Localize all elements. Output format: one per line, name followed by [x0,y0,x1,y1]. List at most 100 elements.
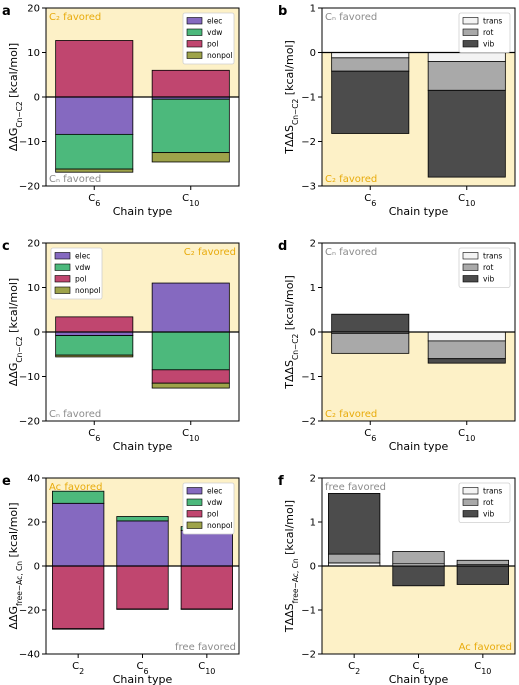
legend-swatch-nonpol [186,51,203,59]
bar-vib-c10 [456,565,509,585]
x-axis-title: Chain type [113,440,173,453]
x-axis-title: Chain type [389,673,449,685]
y-tick-label: −2 [301,137,316,148]
bar-vib-c6 [331,70,410,134]
legend: trans rot vib [458,12,511,53]
y-axis-title-group: TΔΔSCn−C2 [kcal/mol] [283,40,300,155]
favored-top-label: Ac favored [49,482,102,493]
y-tick-label: 10 [27,48,40,59]
bar-pol-c2 [52,565,105,630]
bar-pol-c10 [151,69,230,98]
y-tick-label: −10 [19,137,40,148]
favored-top-label: free favored [325,482,386,493]
panel-letter: c [2,239,10,254]
legend-swatch-trans [462,17,479,25]
legend-box [182,12,235,65]
bar-vdw-c10 [151,331,230,371]
x-tick-label: C10 [182,193,199,208]
legend: elec vdw pol nonpol [182,12,235,65]
y-axis-title: TΔΔSCn−C2 [kcal/mol] [283,275,300,390]
y-axis-title: ΔΔGCn−C2 [kcal/mol] [7,43,24,151]
legend-swatch-vib [462,275,479,283]
legend-label-rot: rot [483,263,494,272]
legend-swatch-elec [186,17,203,25]
legend-label-vdw: vdw [207,28,222,37]
bar-nonpol-c2 [52,628,105,630]
bar-elec-c6 [55,96,134,135]
bar-trans-c10 [427,52,506,62]
y-tick-label: 2 [310,239,316,250]
legend-box [50,247,103,300]
legend-label-rot: rot [483,28,494,37]
legend-swatch-vdw [186,498,203,506]
favored-bottom-label: Cₙ favored [49,409,101,420]
legend: elec vdw pol nonpol [50,247,103,300]
x-axis-title: Chain type [389,205,449,218]
favored-bottom-label: free favored [175,642,236,653]
y-tick-label: −1 [301,606,316,617]
bar-rot-c10 [427,340,506,360]
legend: elec vdw pol nonpol [182,482,235,535]
legend-box [182,482,235,535]
y-tick-label: 2 [310,474,316,485]
legend-swatch-rot [462,498,479,506]
legend-label-trans: trans [483,252,502,261]
bar-elec-c6 [116,520,169,567]
legend-label-rot: rot [483,498,494,507]
x-tick-label: C2 [348,661,360,676]
bar-nonpol-c6 [55,354,134,358]
y-axis-title: ΔΔGCn−C2 [kcal/mol] [7,278,24,386]
panel-f: 2 1 0 −1 −2 C2 C6 C10 Chain type TΔΔSfree−Ac, Cn … [278,474,516,685]
x-tick-label: C6 [412,661,424,676]
x-tick-label: C6 [88,428,100,443]
bar-rot-c10 [456,559,509,566]
legend-label-nonpol: nonpol [207,521,233,530]
x-tick-label: C6 [136,661,148,676]
y-tick-label: −3 [301,182,316,193]
bar-nonpol-c10 [180,608,233,610]
y-tick-label: 10 [27,283,40,294]
bar-vdw-c10 [151,98,230,154]
x-tick-label: C10 [458,193,475,208]
x-axis-title: Chain type [113,205,173,218]
bar-elec-c10 [180,529,233,567]
bar-rot-c6 [331,332,410,354]
panel-letter: a [2,4,11,19]
favored-top-label: Cₙ favored [325,247,377,258]
legend-label-pol: pol [207,510,218,519]
legend-swatch-pol [186,40,203,48]
legend-label-vdw: vdw [75,263,90,272]
legend-swatch-trans [462,487,479,495]
bar-nonpol-c6 [116,608,169,610]
y-axis-title-group: ΔΔGCn−C2 [kcal/mol] [7,43,24,151]
x-tick-label: C10 [198,661,215,676]
legend: trans rot vib [458,247,511,288]
panel-letter: d [278,239,287,254]
favored-bottom-label: Cₙ favored [49,174,101,185]
bar-vdw-c6 [55,133,134,170]
favored-top-label: C₂ favored [49,12,101,23]
y-tick-label: 20 [27,518,40,529]
legend-label-nonpol: nonpol [75,286,101,295]
bar-vib-c10 [427,89,506,178]
legend-swatch-nonpol [186,521,203,529]
bar-rot-c10 [427,61,506,91]
panel-d: 2 1 0 −1 −2 C6 C10 Chain type TΔΔSCn−C2 [kcal/mo… [278,239,516,453]
y-tick-label: −40 [19,650,40,661]
y-tick-label: 0 [34,93,40,104]
legend-swatch-elec [54,252,71,260]
bar-rot-c6 [392,551,445,565]
bar-pol-c6 [55,316,134,333]
favored-top-label: Cₙ favored [325,12,377,23]
legend-swatch-trans [462,252,479,260]
y-axis-title: TΔΔSCn−C2 [kcal/mol] [283,40,300,155]
bar-nonpol-c6 [55,168,134,173]
x-axis-title: Chain type [389,440,449,453]
panel-letter: b [278,4,287,19]
legend-swatch-rot [462,28,479,36]
bar-rot-c6 [331,57,410,72]
bar-nonpol-c10 [151,382,230,389]
legend-swatch-vib [462,510,479,518]
panel-a: 20 10 0 −10 −20 C6 C10 Chain type ΔΔGCn−C2 [kcal… [2,4,240,218]
legend-swatch-vib [462,40,479,48]
